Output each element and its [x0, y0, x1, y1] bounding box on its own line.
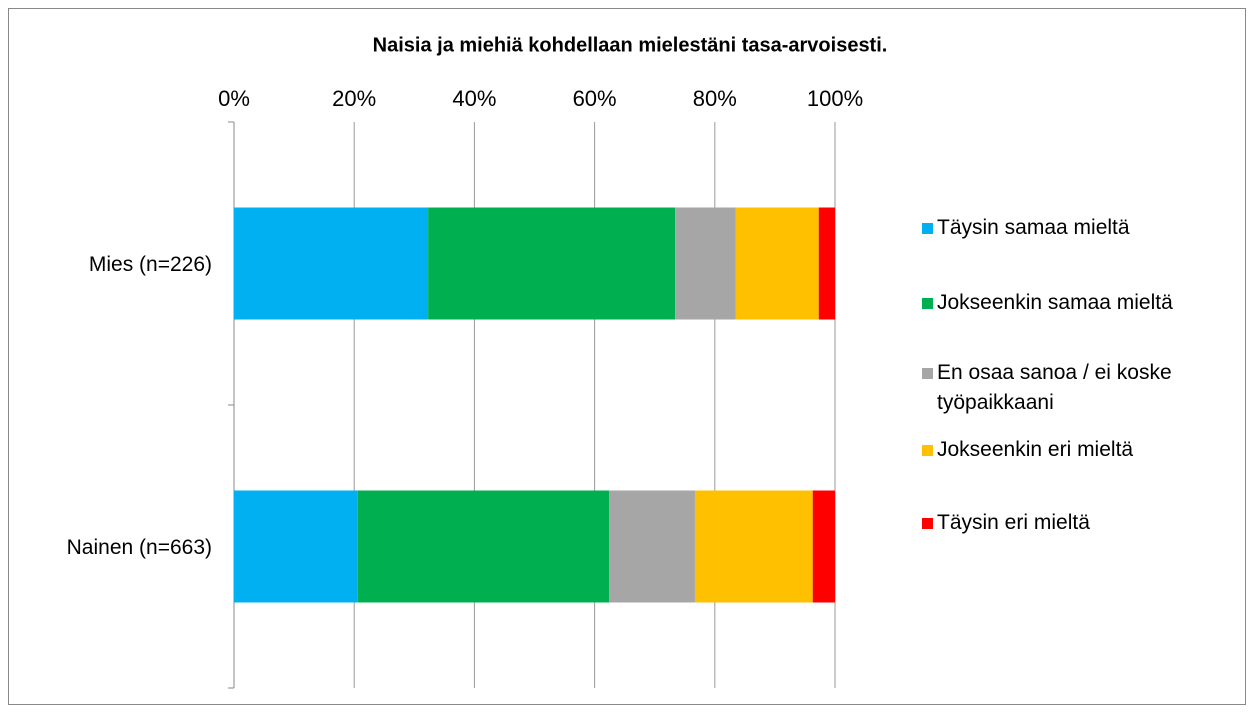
legend-item: Täysin eri mieltä — [922, 508, 1090, 538]
legend-swatch — [922, 298, 933, 309]
legend-item: Jokseenkin samaa mieltä — [922, 288, 1173, 318]
x-tick-label: 60% — [573, 86, 617, 111]
legend-item: Täysin samaa mieltä — [922, 213, 1130, 243]
legend-label: Jokseenkin samaa mieltä — [937, 291, 1173, 314]
x-tick-label: 20% — [332, 86, 376, 111]
legend-label: En osaa sanoa / ei koske työpaikkaani — [937, 361, 1172, 414]
bar-segment — [675, 207, 736, 320]
y-tick-label: Mies (n=226) — [89, 253, 212, 276]
legend-label: Täysin eri mieltä — [937, 511, 1090, 534]
x-tick-label: 0% — [218, 86, 250, 111]
chart-title: Naisia ja miehiä kohdellaan mielestäni t… — [373, 34, 888, 56]
bar-segment — [234, 207, 429, 320]
bar-segment — [735, 207, 819, 320]
y-tick-label: Nainen (n=663) — [67, 536, 212, 559]
legend-swatch — [922, 445, 933, 456]
bar-segment — [357, 490, 610, 603]
bar-segment — [812, 490, 835, 603]
legend-item: Jokseenkin eri mieltä — [922, 435, 1133, 465]
legend-swatch — [922, 518, 933, 529]
legend-item: En osaa sanoa / ei koske työpaikkaani — [922, 358, 1182, 418]
legend-swatch — [922, 368, 933, 379]
legend-label: Jokseenkin eri mieltä — [937, 438, 1134, 461]
bar-segment — [234, 490, 358, 603]
legend-swatch — [922, 223, 933, 234]
bar-segment — [428, 207, 676, 320]
bar-segment — [694, 490, 813, 603]
x-tick-label: 100% — [807, 86, 863, 111]
bar-segment — [818, 207, 835, 320]
x-tick-label: 80% — [693, 86, 737, 111]
legend-label: Täysin samaa mieltä — [937, 216, 1130, 239]
x-tick-label: 40% — [452, 86, 496, 111]
bar-segment — [609, 490, 695, 603]
